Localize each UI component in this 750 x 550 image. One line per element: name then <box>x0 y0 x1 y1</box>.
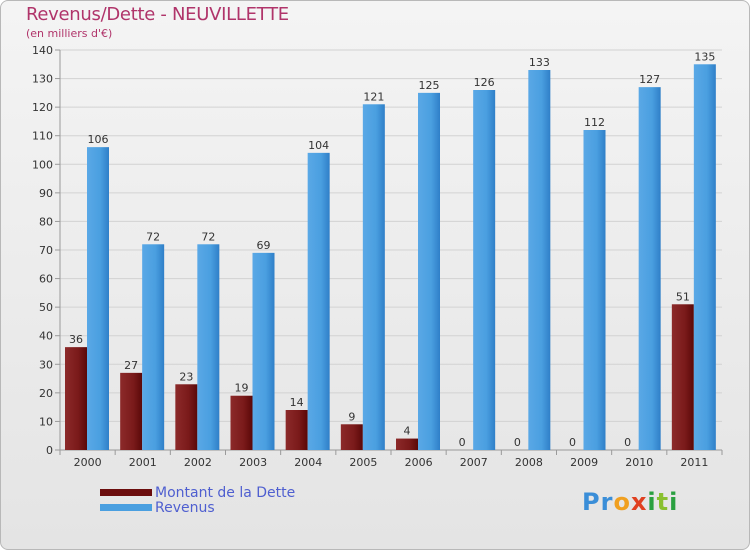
data-label-dette: 0 <box>459 436 466 449</box>
bar-revenus <box>142 244 165 450</box>
logo-letter: i <box>669 488 679 516</box>
data-label-revenus: 69 <box>257 239 271 252</box>
bar-dette <box>120 372 143 450</box>
data-label-revenus: 125 <box>419 79 440 92</box>
y-tick-label: 80 <box>39 215 53 228</box>
logo-letter: P <box>582 488 601 516</box>
bar-revenus <box>87 147 109 450</box>
data-label-dette: 23 <box>179 370 193 383</box>
y-tick-label: 60 <box>39 273 53 286</box>
y-tick-label: 100 <box>32 158 53 171</box>
data-label-revenus: 72 <box>146 230 160 243</box>
x-tick-label: 2010 <box>625 456 653 469</box>
data-label-revenus: 135 <box>694 50 715 63</box>
proxiti-logo: Proxiti <box>582 488 678 516</box>
data-label-revenus: 127 <box>639 73 660 86</box>
logo-letter: t <box>656 488 670 516</box>
data-label-revenus: 72 <box>201 230 215 243</box>
y-tick-label: 50 <box>39 301 53 314</box>
data-label-revenus: 133 <box>529 56 550 69</box>
bar-dette <box>340 424 363 450</box>
chart-title: Revenus/Dette - NEUVILLETTE <box>26 4 289 25</box>
data-label-dette: 19 <box>235 382 249 395</box>
x-tick-label: 2008 <box>515 456 543 469</box>
x-tick-label: 2009 <box>570 456 598 469</box>
data-label-dette: 9 <box>348 410 355 423</box>
y-tick-label: 110 <box>32 130 53 143</box>
bar-revenus <box>583 130 606 450</box>
y-tick-label: 120 <box>32 101 53 114</box>
legend-swatch-revenus <box>100 504 152 511</box>
x-tick-label: 2000 <box>74 456 102 469</box>
data-label-dette: 51 <box>676 290 690 303</box>
chart-unit-label: (en milliers d'€) <box>26 27 113 40</box>
bar-revenus <box>693 64 716 451</box>
y-tick-label: 20 <box>39 387 53 400</box>
y-tick-label: 30 <box>39 358 53 371</box>
data-label-dette: 4 <box>404 425 411 438</box>
data-label-dette: 14 <box>290 396 304 409</box>
legend-label-dette: Montant de la Dette <box>155 485 296 501</box>
bar-revenus <box>307 152 330 450</box>
bar-revenus <box>473 90 496 450</box>
x-tick-label: 2007 <box>460 456 488 469</box>
bar-dette <box>230 395 253 450</box>
data-label-dette: 36 <box>69 333 83 346</box>
y-tick-label: 0 <box>46 444 53 457</box>
x-tick-label: 2001 <box>129 456 157 469</box>
data-label-dette: 0 <box>569 436 576 449</box>
data-label-revenus: 106 <box>88 133 109 146</box>
bar-revenus <box>638 87 661 451</box>
y-tick-label: 90 <box>39 187 53 200</box>
y-tick-label: 140 <box>32 44 53 57</box>
logo-letter: x <box>630 488 648 516</box>
data-label-revenus: 126 <box>474 76 495 89</box>
data-label-dette: 0 <box>624 436 631 449</box>
bar-revenus <box>252 252 275 450</box>
y-tick-label: 130 <box>32 73 53 86</box>
x-tick-label: 2003 <box>239 456 267 469</box>
y-tick-label: 10 <box>39 415 53 428</box>
y-tick-label: 40 <box>39 330 53 343</box>
bar-dette <box>285 410 308 450</box>
x-tick-label: 2011 <box>680 456 708 469</box>
legend-swatch-dette <box>100 489 152 496</box>
x-tick-label: 2006 <box>405 456 433 469</box>
bar-revenus <box>528 70 551 450</box>
data-label-dette: 0 <box>514 436 521 449</box>
logo-letter: r <box>600 488 614 516</box>
bar-revenus <box>362 104 385 451</box>
data-label-dette: 27 <box>124 359 138 372</box>
data-label-revenus: 104 <box>308 139 329 152</box>
data-label-revenus: 121 <box>363 90 384 103</box>
bar-revenus <box>418 92 440 450</box>
y-tick-label: 70 <box>39 244 53 257</box>
bar-dette <box>175 384 198 450</box>
bar-dette <box>671 304 694 450</box>
bar-dette <box>396 438 418 450</box>
legend-label-revenus: Revenus <box>155 500 215 516</box>
x-tick-label: 2002 <box>184 456 212 469</box>
bar-revenus <box>197 244 220 450</box>
x-tick-label: 2005 <box>349 456 377 469</box>
x-tick-label: 2004 <box>294 456 322 469</box>
logo-letter: i <box>647 488 657 516</box>
bar-dette <box>65 347 87 450</box>
logo-letter: o <box>613 488 631 516</box>
data-label-revenus: 112 <box>584 116 605 129</box>
